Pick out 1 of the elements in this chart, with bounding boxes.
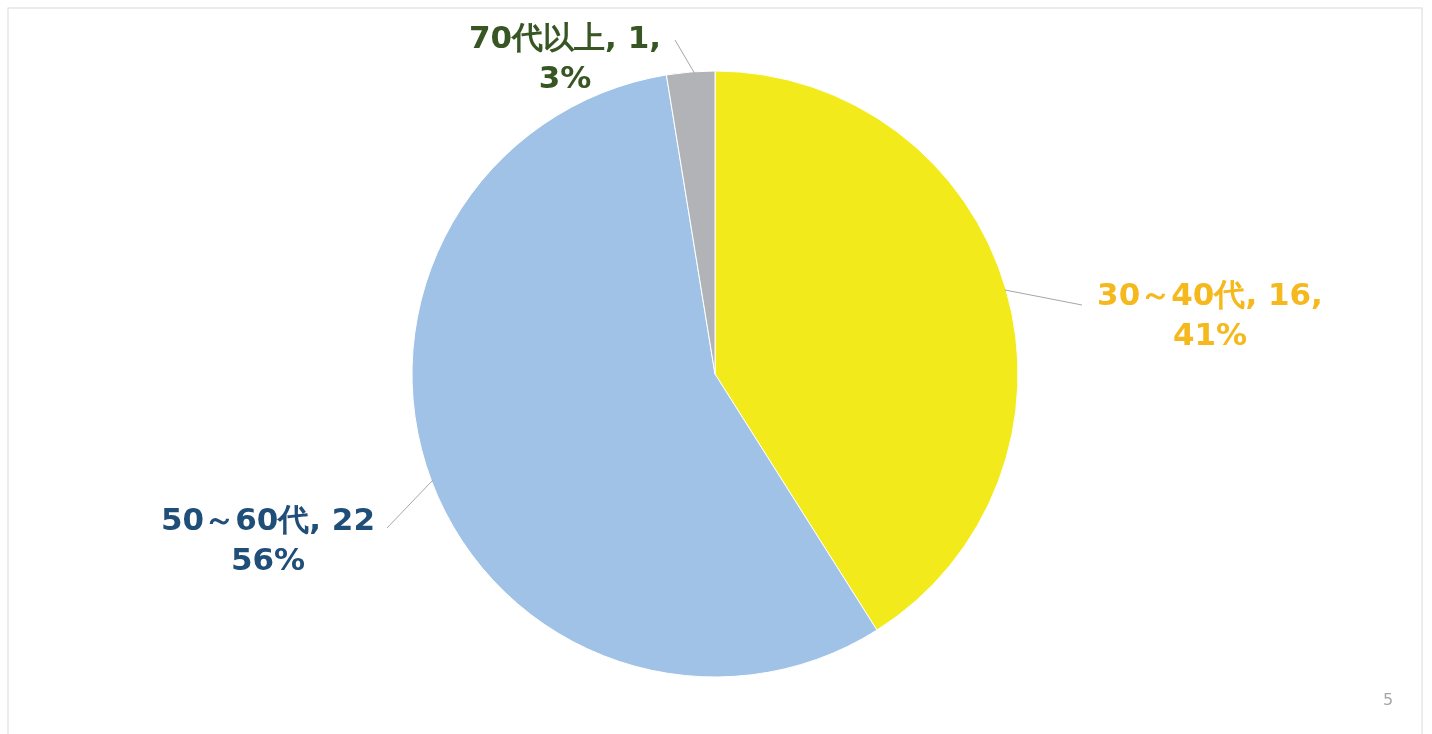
text: 5 (1382, 690, 1394, 709)
